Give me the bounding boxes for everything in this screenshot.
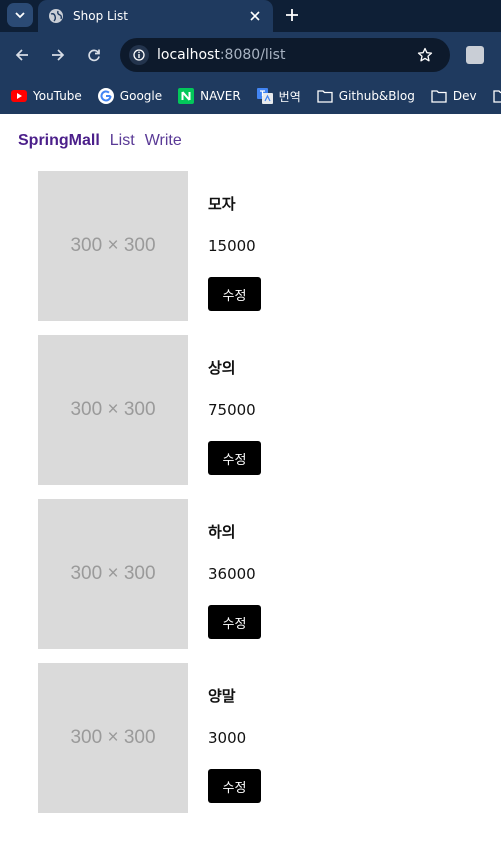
product-image: 300 × 300 <box>38 335 188 485</box>
product-image: 300 × 300 <box>38 499 188 649</box>
folder-icon <box>317 88 333 104</box>
bookmark-github-blog[interactable]: Github&Blog <box>317 88 415 104</box>
plus-icon <box>286 9 298 21</box>
folder-icon <box>492 88 501 104</box>
forward-button[interactable] <box>45 42 71 68</box>
translate-icon <box>256 88 273 104</box>
tab-shop-list[interactable]: Shop List <box>38 0 273 32</box>
page-content: SpringMall List Write 300 × 300 모자 15000… <box>0 114 501 855</box>
bookmark-label: NAVER <box>200 89 241 103</box>
chevron-down-icon <box>15 12 25 19</box>
product-card: 300 × 300 모자 15000 수정 <box>38 171 338 321</box>
product-image: 300 × 300 <box>38 663 188 813</box>
nav-link-write[interactable]: Write <box>144 132 182 149</box>
site-info-icon[interactable] <box>129 45 149 65</box>
tab-search-button[interactable] <box>7 3 33 27</box>
product-image: 300 × 300 <box>38 171 188 321</box>
product-card: 300 × 300 하의 36000 수정 <box>38 499 338 649</box>
reload-button[interactable] <box>81 42 107 68</box>
product-price: 3000 <box>208 729 247 747</box>
bookmark-label: Google <box>119 89 163 103</box>
tab-title: Shop List <box>73 9 128 23</box>
bookmark-label: Dev <box>452 89 477 103</box>
back-button[interactable] <box>9 42 35 68</box>
product-title: 상의 <box>208 359 236 377</box>
bookmark-translate[interactable]: 번역 <box>256 88 301 105</box>
edit-button[interactable]: 수정 <box>208 441 261 475</box>
product-price: 75000 <box>208 401 256 419</box>
naver-icon <box>178 88 195 104</box>
new-tab-button[interactable] <box>281 4 303 26</box>
url-text: localhost:8080/list <box>157 47 414 63</box>
nav-link-list[interactable]: List <box>109 132 135 149</box>
browser-toolbar: localhost:8080/list <box>0 32 501 78</box>
arrow-right-icon <box>52 49 65 61</box>
folder-icon <box>431 88 447 104</box>
edit-button[interactable]: 수정 <box>208 769 261 803</box>
arrow-left-icon <box>15 49 28 61</box>
bookmark-youtube[interactable]: YouTube <box>11 88 82 104</box>
bookmark-label: Github&Blog <box>338 89 415 103</box>
youtube-icon <box>11 88 27 104</box>
url-host: localhost <box>157 47 220 63</box>
product-title: 하의 <box>208 523 236 541</box>
brand-logo-link[interactable]: SpringMall <box>18 132 100 149</box>
tab-strip: Shop List <box>0 0 501 32</box>
bookmark-label: 번역 <box>278 89 301 104</box>
url-path: :8080/list <box>219 47 286 63</box>
product-price: 15000 <box>208 237 256 255</box>
address-bar[interactable]: localhost:8080/list <box>120 38 450 72</box>
bookmark-naver[interactable]: NAVER <box>178 88 241 104</box>
bookmark-star-icon[interactable] <box>414 44 436 66</box>
site-navbar: SpringMall List Write <box>18 132 192 150</box>
product-card: 300 × 300 상의 75000 수정 <box>38 335 338 485</box>
profile-avatar[interactable] <box>466 46 484 64</box>
product-title: 모자 <box>208 195 236 213</box>
product-card: 300 × 300 양말 3000 수정 <box>38 663 338 813</box>
product-title: 양말 <box>208 687 236 705</box>
google-icon <box>97 88 114 104</box>
bookmark-google[interactable]: Google <box>97 88 163 104</box>
edit-button[interactable]: 수정 <box>208 277 261 311</box>
bookmark-overflow-folder[interactable] <box>492 88 501 104</box>
edit-button[interactable]: 수정 <box>208 605 261 639</box>
reload-icon <box>88 49 100 62</box>
browser-chrome: Shop List localhost:8080/list <box>0 0 501 114</box>
product-price: 36000 <box>208 565 256 583</box>
bookmarks-bar: YouTube Google NAVER 번역 Github&Blog Dev <box>0 78 501 114</box>
bookmark-dev[interactable]: Dev <box>431 88 477 104</box>
close-icon[interactable] <box>247 8 263 24</box>
bookmark-label: YouTube <box>33 89 82 103</box>
globe-icon <box>48 8 64 24</box>
